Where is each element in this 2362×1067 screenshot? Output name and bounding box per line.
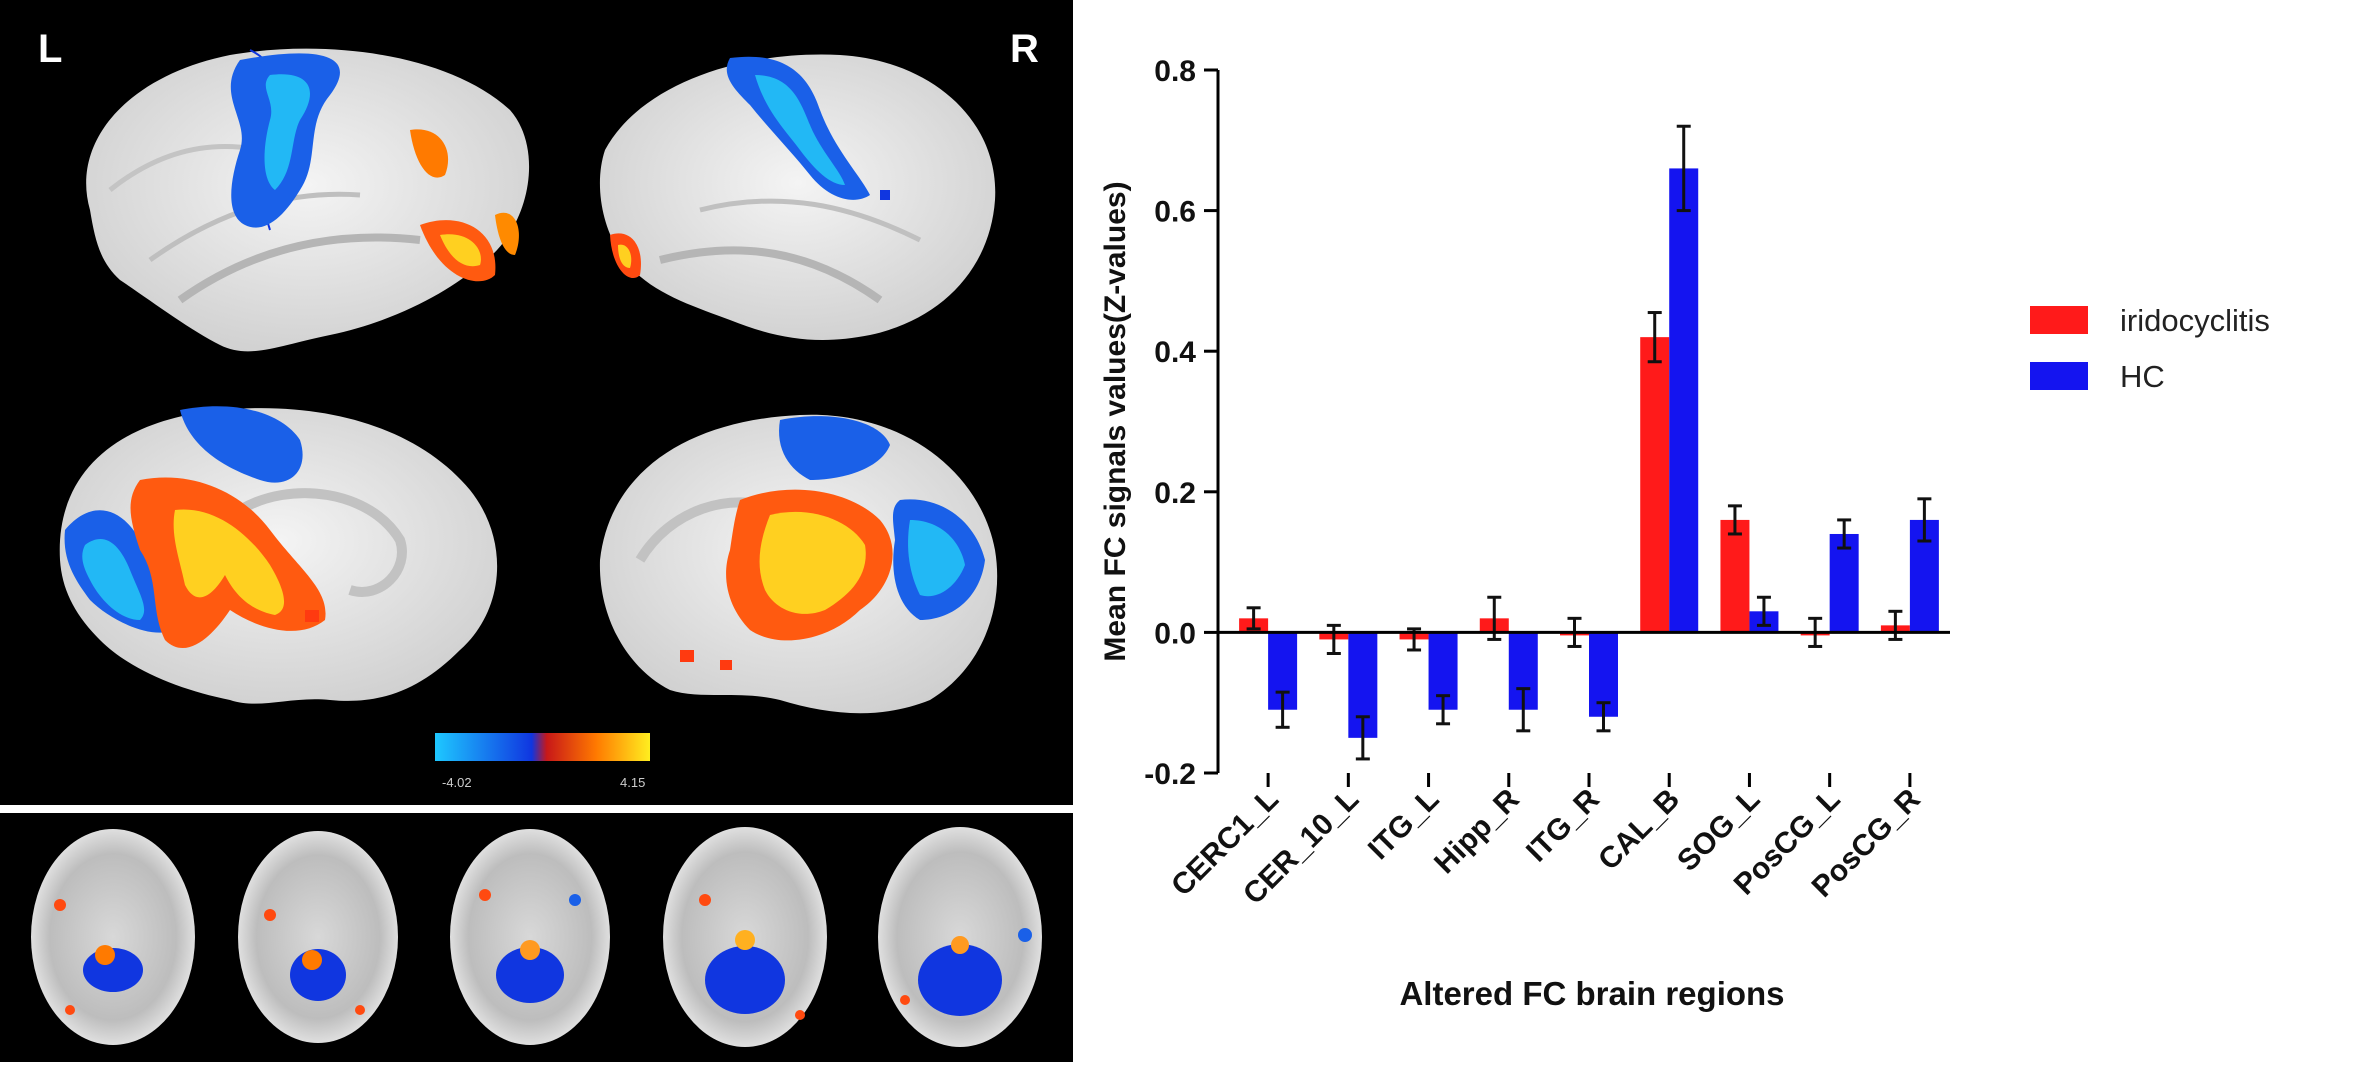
colorbar-gradient [435,733,650,761]
right-hemisphere-label: R [1010,27,1039,71]
bar-iridocyclitis [1720,519,1750,633]
brain-figure: L R [0,0,1073,1062]
y-tick-label: 0.2 [1154,477,1196,510]
x-axis-label: Altered FC brain regions [1399,975,1784,1012]
y-tick-label: 0.0 [1154,617,1196,650]
bar-chart-svg: -0.2 0.0 0.2 0.4 0.6 0.8 CERC1_LCER_10_LITG_L… [1099,55,2270,1012]
y-tick-label: -0.2 [1144,758,1196,791]
colorbar: -4.02 4.15 [435,733,650,790]
colorbar-min-label: -4.02 [442,775,472,790]
y-tick-label: 0.4 [1154,336,1196,369]
colorbar-max-label: 4.15 [620,775,645,790]
axial-slice [878,827,1042,1047]
bar-hc [1669,168,1699,633]
left-hemisphere-label: L [38,27,62,71]
bar-hc [1829,533,1859,633]
bar-chart: -0.2 0.0 0.2 0.4 0.6 0.8 CERC1_L CER_10_L ITG_L… [1080,0,2362,1062]
legend-label-hc: HC [2120,359,2165,394]
right-medial-surface [599,414,998,714]
x-tick-label: CAL_B [1592,783,1686,877]
axial-slices [31,827,1042,1047]
x-ticks: CERC1_LCER_10_LITG_LHipp_RITG_RCAL_BSOG_… [1165,773,1927,911]
bars-layer [1239,124,1939,761]
legend: iridocyclitis HC [2030,303,2270,394]
left-lateral-surface [86,48,530,352]
bar-iridocyclitis [1640,337,1670,633]
y-ticks: -0.2 0.0 0.2 0.4 0.6 0.8 [1144,55,1218,791]
legend-label-iridocyclitis: iridocyclitis [2120,303,2270,338]
brain-figure-svg: L R [0,0,1073,1062]
axial-slice [450,829,610,1045]
axial-slice [663,827,827,1047]
legend-swatch-iridocyclitis [2030,306,2088,334]
axial-slice [238,831,398,1043]
y-axis-label: Mean FC signals values(Z-values) [1099,181,1132,661]
right-lateral-surface [599,54,996,340]
axial-slice [31,829,195,1045]
legend-swatch-hc [2030,362,2088,390]
left-medial-surface [59,406,498,704]
y-tick-label: 0.6 [1154,196,1196,229]
y-tick-label: 0.8 [1154,55,1196,88]
x-tick-label: Hipp_R [1428,782,1526,880]
